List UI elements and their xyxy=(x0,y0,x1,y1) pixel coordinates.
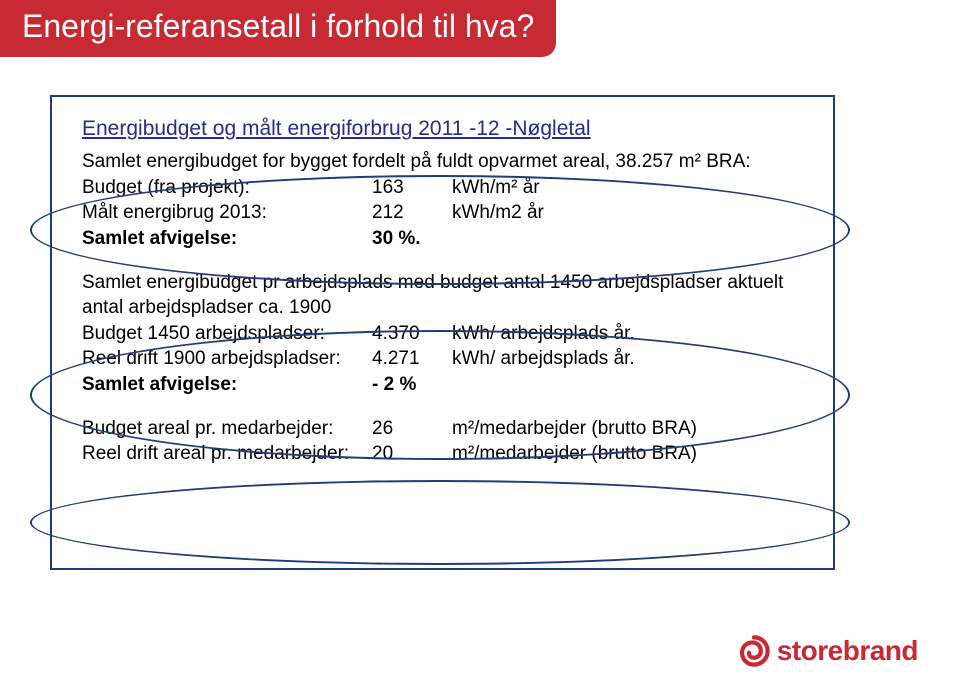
label-text: Budget 1450 arbejdspladser: xyxy=(82,323,325,344)
table-row: Samlet afvigelse: - 2 % xyxy=(82,372,803,398)
label: Budget (fra projekt): xyxy=(82,175,372,201)
value: 30 %. xyxy=(372,226,452,252)
table-row: Budget (fra projekt): 163 kWh/m² år xyxy=(82,175,803,201)
value: 4.271 xyxy=(372,346,452,372)
unit: kWh/m² år xyxy=(452,175,803,201)
unit xyxy=(452,226,803,252)
label: Målt energibrug 2013: xyxy=(82,200,372,226)
block3: Budget areal pr. medarbejder: 26 m²/meda… xyxy=(82,416,803,467)
label: Samlet afvigelse: xyxy=(82,372,372,398)
unit: m²/medarbejder (brutto BRA) xyxy=(452,416,803,442)
unit: kWh/ arbejdsplads år. xyxy=(452,346,803,372)
label: Reel drift areal pr. medarbejder: xyxy=(82,441,372,467)
intro-line: Samlet energibudget for bygget fordelt p… xyxy=(82,149,803,175)
value: 163 xyxy=(372,175,452,201)
table-row: Målt energibrug 2013: 212 kWh/m2 år xyxy=(82,200,803,226)
label: Samlet afvigelse: xyxy=(82,226,372,252)
logo-swirl-icon xyxy=(737,634,771,668)
value: 4.370 xyxy=(372,321,452,347)
table-row: Budget 1450 arbejdspladser: 4.370 kWh/ a… xyxy=(82,321,803,347)
logo-text: storebrand xyxy=(777,635,918,667)
section-title: Energibudget og målt energiforbrug 2011 … xyxy=(82,117,803,141)
value: - 2 % xyxy=(372,372,452,398)
unit: kWh/ arbejdsplads år. xyxy=(452,321,803,347)
block1: Budget (fra projekt): 163 kWh/m² år Målt… xyxy=(82,175,803,252)
value: 212 xyxy=(372,200,452,226)
table-row: Reel drift areal pr. medarbejder: 20 m²/… xyxy=(82,441,803,467)
content-box: Energibudget og målt energiforbrug 2011 … xyxy=(50,95,835,570)
unit: kWh/m2 år xyxy=(452,200,803,226)
storebrand-logo: storebrand xyxy=(737,634,918,668)
table-row: Samlet afvigelse: 30 %. xyxy=(82,226,803,252)
block2: Budget 1450 arbejdspladser: 4.370 kWh/ a… xyxy=(82,321,803,398)
unit: m²/medarbejder (brutto BRA) xyxy=(452,441,803,467)
table-row: Reel drift 1900 arbejdspladser: 4.271 kW… xyxy=(82,346,803,372)
title-banner: Energi-referansetall i forhold til hva? xyxy=(0,0,556,57)
value: 20 xyxy=(372,441,452,467)
table-row: Budget areal pr. medarbejder: 26 m²/meda… xyxy=(82,416,803,442)
value: 26 xyxy=(372,416,452,442)
block2-intro: Samlet energibudget pr arbejdsplads med … xyxy=(82,270,803,321)
unit xyxy=(452,372,803,398)
label: Budget areal pr. medarbejder: xyxy=(82,416,372,442)
label: Reel drift 1900 arbejdspladser: xyxy=(82,346,372,372)
label: Budget 1450 arbejdspladser: xyxy=(82,321,372,347)
